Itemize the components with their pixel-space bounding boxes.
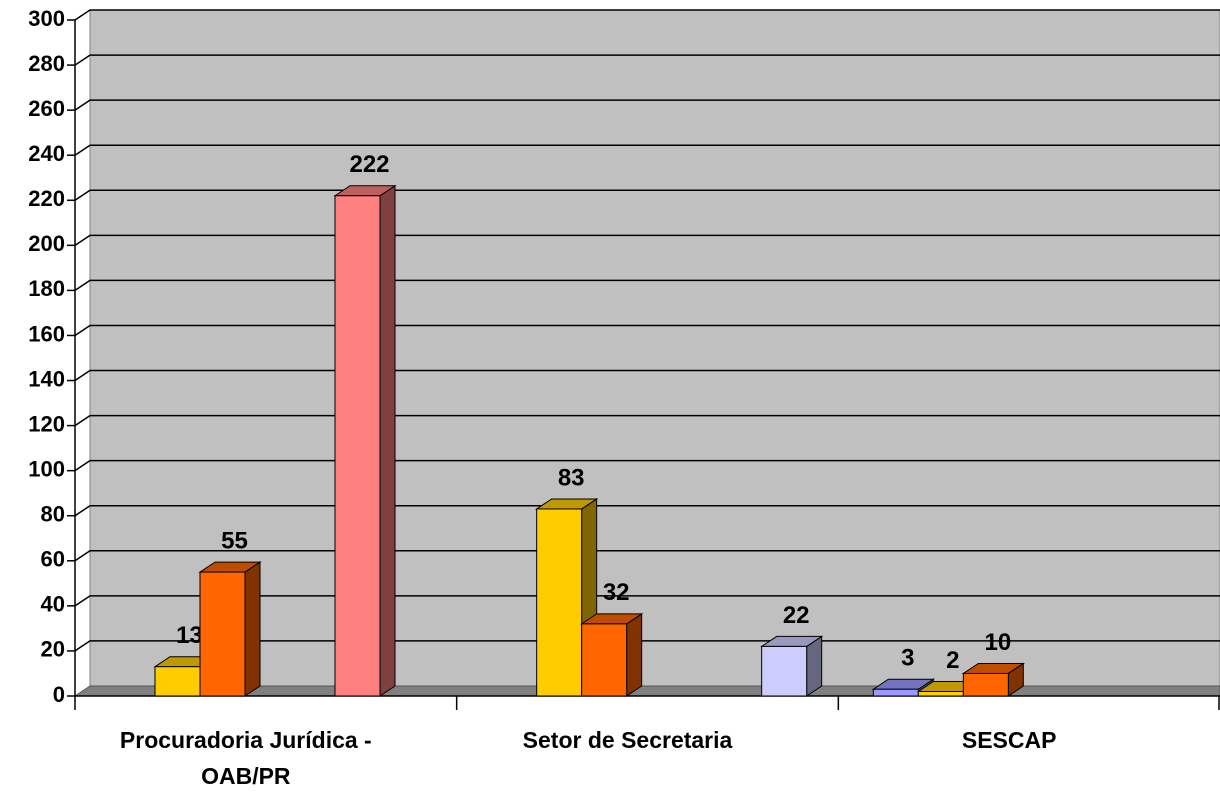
data-label: 222: [349, 151, 389, 178]
back-wall: [89, 9, 1220, 687]
grid-line: [74, 504, 1220, 517]
y-tick-label: 280: [28, 51, 65, 76]
grid-line: [74, 279, 1220, 292]
bar: [334, 195, 381, 697]
grid-line: [74, 144, 1220, 156]
y-tick-label: 200: [28, 231, 65, 256]
bar: [872, 688, 919, 697]
grid-line: [74, 459, 1220, 472]
y-tick-label: 140: [28, 366, 65, 391]
y-tick-label: 180: [28, 276, 65, 301]
x-tick-label: SESCAP: [961, 727, 1057, 753]
y-tick-label: 20: [41, 637, 65, 662]
bar: [199, 571, 246, 697]
grid-line: [74, 99, 1220, 111]
grid-line: [74, 414, 1220, 427]
y-tick-label: 80: [41, 502, 65, 527]
grid-line: [74, 9, 1220, 21]
grid-line: [74, 234, 1220, 246]
data-label: 13: [176, 622, 203, 649]
grid-line: [74, 595, 1220, 607]
bar: [536, 508, 583, 697]
y-tick-label: 300: [28, 6, 65, 31]
data-label: 55: [221, 527, 248, 554]
grid-line: [74, 550, 1220, 562]
y-tick-label: 240: [28, 141, 65, 166]
x-tick-label: Setor de Secretaria: [522, 727, 733, 753]
data-label: 10: [984, 629, 1011, 656]
grid-line: [74, 189, 1220, 201]
data-label: 22: [783, 602, 810, 629]
y-tick-label: 40: [41, 592, 65, 617]
grid-line: [74, 640, 1220, 652]
y-tick-label: 220: [28, 186, 65, 211]
data-label: 2: [946, 647, 959, 674]
y-tick-label: 60: [41, 547, 65, 572]
grid-line: [74, 324, 1220, 337]
y-tick-label: 260: [28, 96, 65, 121]
bar: [154, 666, 201, 697]
bar: [917, 690, 964, 697]
bar: [761, 645, 808, 697]
bar: [962, 672, 1009, 697]
data-label: 3: [901, 645, 914, 672]
x-tick-label: Procuradoria Jurídica - OAB/PR: [119, 727, 372, 789]
grid-line: [74, 369, 1220, 382]
data-label: 83: [558, 464, 585, 491]
y-tick-label: 0: [53, 682, 65, 707]
bar-side: [379, 184, 396, 697]
y-tick-label: 120: [28, 411, 65, 436]
bar: [581, 623, 628, 697]
grid-line: [74, 54, 1220, 66]
data-label: 32: [603, 579, 630, 606]
y-tick-label: 160: [28, 321, 65, 346]
bar-side: [244, 561, 261, 697]
bar-side: [626, 612, 643, 697]
y-tick-label: 100: [28, 456, 65, 481]
